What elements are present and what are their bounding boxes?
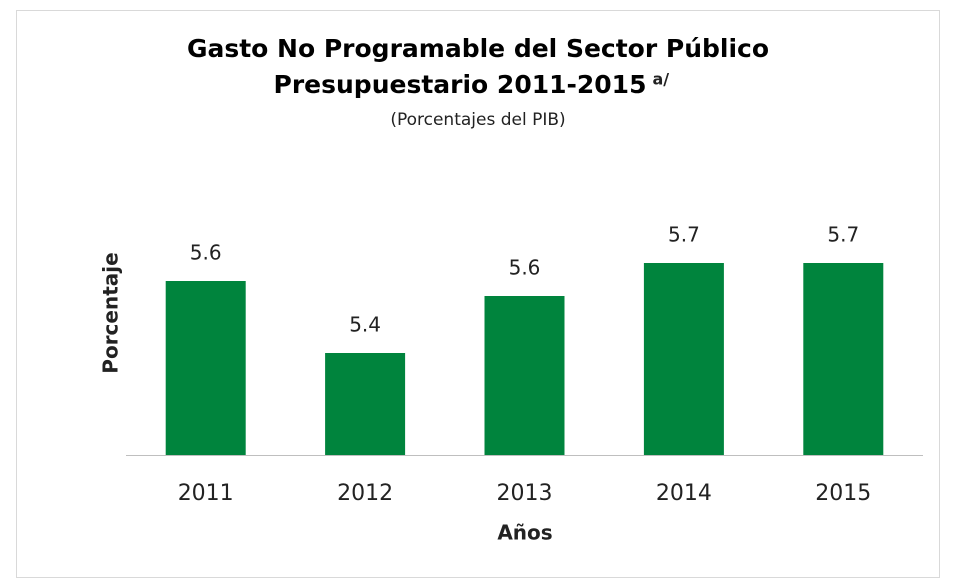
data-label: 5.6 bbox=[509, 256, 541, 280]
chart-title: Presupuestario 2011-2015 bbox=[274, 70, 647, 99]
x-tick-label: 2012 bbox=[337, 481, 393, 506]
bar bbox=[803, 263, 884, 455]
x-tick-label: 2013 bbox=[497, 481, 553, 506]
x-tick-label: 2015 bbox=[815, 481, 871, 506]
y-axis-label: Porcentaje bbox=[99, 252, 123, 373]
bar bbox=[325, 353, 406, 455]
chart-title: Gasto No Programable del Sector Público bbox=[187, 34, 769, 63]
data-label: 5.4 bbox=[349, 313, 381, 337]
title-note: a/ bbox=[652, 70, 669, 89]
bar bbox=[643, 263, 724, 455]
x-tick-label: 2011 bbox=[178, 481, 234, 506]
bar bbox=[484, 296, 565, 455]
x-tick-label: 2014 bbox=[656, 481, 712, 506]
data-label: 5.6 bbox=[190, 241, 222, 265]
data-label: 5.7 bbox=[827, 223, 859, 247]
x-axis-label: Años bbox=[497, 521, 552, 545]
bar bbox=[165, 281, 246, 455]
data-label: 5.7 bbox=[668, 223, 700, 247]
chart-subtitle: (Porcentajes del PIB) bbox=[390, 110, 565, 130]
